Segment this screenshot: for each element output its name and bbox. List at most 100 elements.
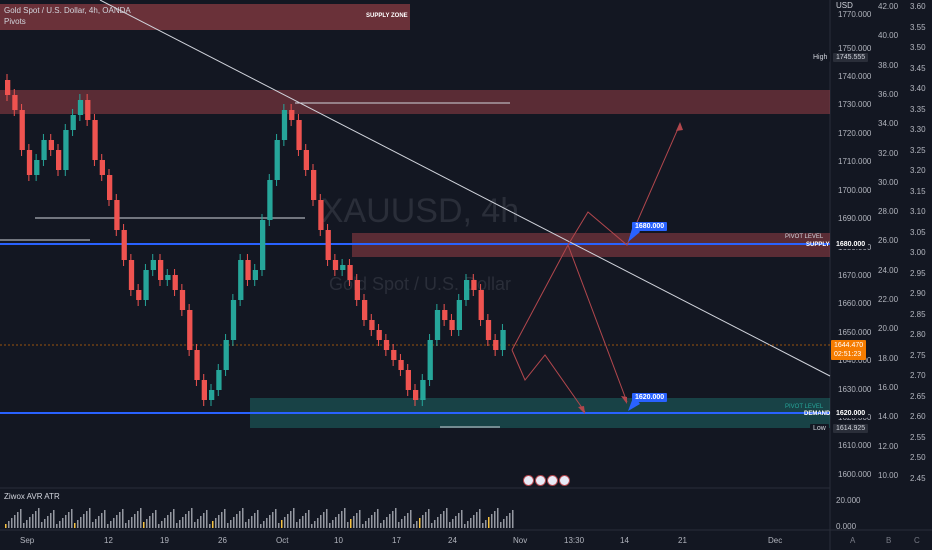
candle-body bbox=[194, 350, 200, 380]
atr-bar bbox=[236, 514, 238, 528]
atr-bar bbox=[410, 510, 412, 528]
candle-body bbox=[150, 260, 156, 270]
atr-bar bbox=[323, 512, 325, 528]
atr-bar bbox=[284, 517, 286, 528]
candle-body bbox=[289, 110, 295, 120]
atr-bar bbox=[113, 518, 115, 528]
footer-button-b[interactable]: B bbox=[886, 536, 892, 545]
footer-button-c[interactable]: C bbox=[914, 536, 920, 545]
atr-bar bbox=[464, 524, 466, 528]
secondary-tick: 32.00 bbox=[878, 148, 899, 158]
secondary-tick: 12.00 bbox=[878, 441, 899, 451]
atr-bar bbox=[50, 513, 52, 528]
flag-icon[interactable] bbox=[535, 475, 546, 486]
atr-bar bbox=[467, 521, 469, 528]
atr-bar bbox=[179, 520, 181, 528]
atr-bar bbox=[11, 518, 13, 528]
atr-bar bbox=[506, 516, 508, 528]
callout-upper[interactable]: 1680.000 bbox=[632, 222, 668, 231]
atr-bar bbox=[479, 509, 481, 528]
atr-bar bbox=[8, 521, 10, 528]
price-tick: 1770.000 bbox=[838, 10, 872, 19]
atr-bar bbox=[224, 509, 226, 528]
atr-bar bbox=[266, 518, 268, 528]
candle-body bbox=[34, 160, 40, 175]
atr-bar bbox=[86, 511, 88, 528]
atr-bar bbox=[92, 522, 94, 528]
atr-bar bbox=[5, 524, 7, 528]
ratio-tick: 3.35 bbox=[910, 104, 926, 114]
candle-body bbox=[216, 370, 222, 390]
candle-body bbox=[427, 340, 433, 380]
atr-bar bbox=[119, 512, 121, 528]
time-label: 19 bbox=[160, 536, 169, 545]
candle-body bbox=[340, 265, 346, 270]
atr-bar bbox=[470, 518, 472, 528]
atr-bar bbox=[125, 523, 127, 528]
footer-button-a[interactable]: A bbox=[850, 536, 856, 545]
atr-bar bbox=[185, 514, 187, 528]
flag-icon[interactable] bbox=[547, 475, 558, 486]
candle-body bbox=[362, 300, 368, 320]
atr-bar bbox=[197, 519, 199, 528]
flag-icon[interactable] bbox=[523, 475, 534, 486]
atr-bar bbox=[56, 524, 58, 528]
symbol-title[interactable]: Gold Spot / U.S. Dollar, 4h, OANDA bbox=[4, 6, 131, 15]
flag-icon[interactable] bbox=[559, 475, 570, 486]
candles[interactable] bbox=[5, 74, 506, 406]
atr-bar bbox=[485, 520, 487, 528]
current-price-value: 1644.470 bbox=[834, 342, 864, 349]
candle-body bbox=[281, 110, 288, 140]
candle-body bbox=[267, 180, 273, 220]
atr-bar bbox=[227, 523, 229, 528]
supply-zone-box[interactable] bbox=[0, 4, 410, 30]
atr-bar bbox=[251, 516, 253, 528]
candle-body bbox=[92, 120, 98, 160]
atr-bars[interactable] bbox=[5, 508, 514, 528]
atr-bar bbox=[128, 520, 130, 528]
trendline[interactable] bbox=[99, 0, 831, 377]
economic-events[interactable] bbox=[523, 473, 570, 491]
atr-bar bbox=[386, 517, 388, 528]
atr-bar bbox=[47, 516, 49, 528]
atr-bar bbox=[35, 511, 37, 528]
atr-bar bbox=[74, 523, 76, 528]
indicator-pivots-label[interactable]: Pivots bbox=[4, 17, 26, 26]
atr-bar bbox=[275, 509, 277, 528]
atr-bar bbox=[491, 514, 493, 528]
ratio-tick: 3.40 bbox=[910, 84, 926, 93]
atr-bar bbox=[218, 515, 220, 528]
price-tick: 1730.000 bbox=[838, 100, 872, 109]
projection-path-2[interactable] bbox=[567, 123, 681, 246]
price-tick: 1750.000 bbox=[838, 44, 872, 53]
atr-bar bbox=[194, 522, 196, 528]
atr-bar bbox=[134, 514, 136, 528]
atr-bar bbox=[413, 524, 415, 528]
atr-bar bbox=[65, 515, 67, 528]
arrow-head-pivot bbox=[621, 396, 627, 404]
indicator-name[interactable]: Ziwox AVR ATR bbox=[4, 492, 60, 501]
price-tick: 1650.000 bbox=[838, 328, 872, 337]
atr-bar bbox=[263, 521, 265, 528]
callout-lower[interactable]: 1620.000 bbox=[632, 393, 668, 402]
atr-bar bbox=[362, 524, 364, 528]
atr-bar bbox=[335, 517, 337, 528]
time-label: 24 bbox=[448, 536, 457, 545]
resistance-zone-box[interactable] bbox=[0, 90, 830, 114]
atr-bar bbox=[500, 522, 502, 528]
atr-bar bbox=[269, 515, 271, 528]
atr-bar bbox=[146, 519, 148, 528]
atr-bar bbox=[305, 513, 307, 528]
currency-label: USD bbox=[836, 1, 853, 10]
atr-bar bbox=[302, 516, 304, 528]
atr-bar bbox=[449, 522, 451, 528]
ratio-tick: 3.00 bbox=[910, 248, 926, 257]
atr-bar bbox=[488, 517, 490, 528]
candle-body bbox=[493, 340, 499, 350]
atr-bar bbox=[272, 512, 274, 528]
projection-path-3[interactable] bbox=[511, 349, 586, 413]
atr-bar bbox=[188, 511, 190, 528]
time-label: 10 bbox=[334, 536, 343, 545]
ratio-tick: 2.80 bbox=[910, 330, 926, 339]
